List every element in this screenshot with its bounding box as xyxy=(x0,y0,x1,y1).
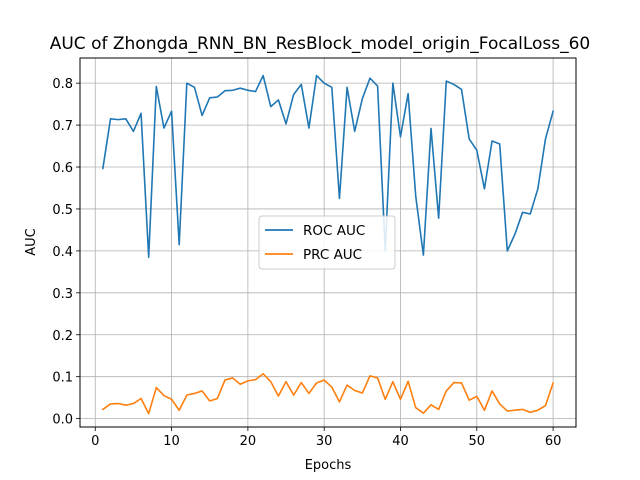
legend: ROC AUC PRC AUC xyxy=(258,215,396,270)
x-tick-label: 20 xyxy=(240,434,257,449)
y-tick-label: 0.1 xyxy=(52,371,73,386)
x-tick-label: 60 xyxy=(545,434,562,449)
y-tick-label: 0.2 xyxy=(52,329,73,344)
x-tick-label: 40 xyxy=(392,434,409,449)
y-tick-label: 0.3 xyxy=(52,287,73,302)
chart-title: AUC of Zhongda_RNN_BN_ResBlock_model_ori… xyxy=(50,34,591,54)
x-axis-label: Epochs xyxy=(305,458,352,473)
legend-label: PRC AUC xyxy=(303,247,362,263)
series-line-roc-auc xyxy=(101,74,555,258)
x-tick-label: 50 xyxy=(469,434,486,449)
legend-label: ROC AUC xyxy=(303,223,365,239)
x-tick-label: 30 xyxy=(316,434,333,449)
plot-frame xyxy=(79,57,577,428)
grid-lines xyxy=(80,58,576,427)
x-axis-ticks: 0 10 20 30 40 50 60 xyxy=(91,427,561,449)
y-tick-label: 0.7 xyxy=(52,119,73,134)
x-tick-label: 0 xyxy=(91,434,99,449)
y-tick-label: 0.4 xyxy=(52,245,73,260)
y-tick-label: 0.5 xyxy=(52,203,73,218)
y-tick-label: 0.0 xyxy=(52,413,73,428)
series-layer xyxy=(101,74,555,415)
y-tick-label: 0.6 xyxy=(52,161,73,176)
y-tick-label: 0.8 xyxy=(52,77,73,92)
y-axis-ticks: 0.0 0.1 0.2 0.3 0.4 0.5 0.6 0.7 0.8 xyxy=(52,77,80,428)
x-tick-label: 10 xyxy=(163,434,180,449)
y-axis-label: AUC xyxy=(24,228,39,256)
series-line-prc-auc xyxy=(101,372,555,415)
